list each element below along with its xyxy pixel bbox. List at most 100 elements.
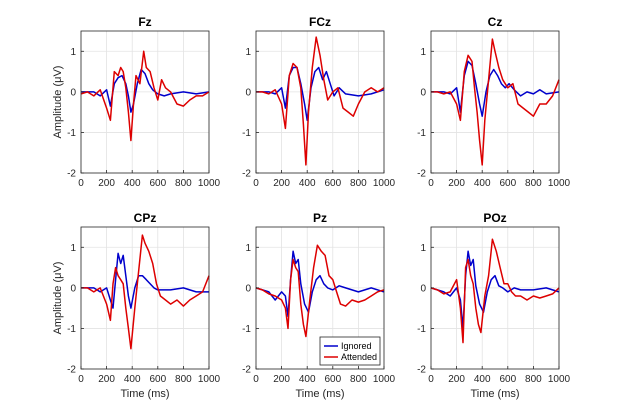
x-tick-label: 800	[350, 178, 367, 189]
series-line-ignored	[430, 250, 560, 330]
subplot-title: Fz	[138, 15, 151, 29]
y-tick-label: 1	[420, 243, 426, 254]
y-tick-label: -2	[67, 365, 76, 376]
x-tick-label: 200	[273, 374, 290, 385]
x-tick-label: 1000	[198, 178, 221, 189]
x-tick-label: 800	[350, 374, 367, 385]
y-tick-label: 1	[70, 243, 76, 254]
x-tick-label: 600	[324, 374, 341, 385]
legend-label: Ignored	[341, 341, 372, 351]
plot-area	[81, 227, 209, 369]
axes-box	[430, 226, 560, 370]
x-tick-label: 400	[474, 374, 491, 385]
y-tick-label: -1	[67, 324, 76, 335]
x-tick-label: 0	[253, 374, 259, 385]
series-line-attended	[255, 244, 385, 338]
axes-box	[80, 226, 210, 370]
x-tick-label: 600	[499, 178, 516, 189]
y-axis-label: Amplitude (μV)	[52, 66, 64, 139]
x-tick-label: 200	[448, 374, 465, 385]
subplot-title: POz	[483, 211, 506, 225]
subplot-title: CPz	[134, 211, 157, 225]
y-tick-label: -1	[417, 128, 426, 139]
x-tick-label: 0	[428, 374, 434, 385]
x-tick-label: 1000	[548, 374, 571, 385]
y-tick-label: -2	[67, 169, 76, 180]
axes-box	[255, 226, 385, 370]
subplot-pz: 0 200 400 600 800 1000 -2 -1 0 1 Pz Time (ms) Ignore…	[242, 211, 395, 400]
x-axis-label: Time (ms)	[120, 388, 169, 400]
subplot-title: Cz	[488, 15, 503, 29]
x-tick-label: 600	[499, 374, 516, 385]
legend-box	[319, 336, 381, 366]
y-tick-label: 0	[70, 283, 76, 294]
y-tick-label: -2	[417, 365, 426, 376]
x-axis-label: Time (ms)	[470, 388, 519, 400]
y-axis-label: Amplitude (μV)	[52, 262, 64, 335]
x-tick-label: 0	[78, 178, 84, 189]
y-tick-label: 0	[245, 87, 251, 98]
x-tick-label: 1000	[198, 374, 221, 385]
x-tick-label: 800	[175, 374, 192, 385]
x-tick-label: 600	[149, 178, 166, 189]
subplot-fcz: 0 200 400 600 800 1000 -2 -1 0 1 FCz	[242, 15, 395, 189]
x-tick-label: 800	[525, 178, 542, 189]
y-tick-label: 0	[245, 283, 251, 294]
subplot-cz: 0 200 400 600 800 1000 -2 -1 0 1 Cz	[417, 15, 570, 189]
y-tick-label: 0	[420, 87, 426, 98]
x-tick-label: 800	[175, 178, 192, 189]
series-line-ignored	[81, 68, 210, 113]
series-line-ignored	[255, 250, 385, 318]
subplot-title: FCz	[309, 15, 331, 29]
subplot-fz: 0 200 400 600 800 1000 -2 -1 0 1 Fz Amplitude (μV)	[52, 15, 221, 189]
plot-area	[431, 31, 559, 173]
x-tick-label: 0	[253, 178, 259, 189]
subplot-poz: 0 200 400 600 800 1000 -2 -1 0 1 POz Time (ms)	[417, 211, 570, 400]
subplot-cpz: 0 200 400 600 800 1000 -2 -1 0 1 CPz Time (ms) Ampli…	[52, 211, 221, 400]
x-axis-label: Time (ms)	[295, 388, 344, 400]
series-line-attended	[256, 36, 385, 166]
x-tick-label: 1000	[373, 178, 396, 189]
y-tick-label: -1	[242, 324, 251, 335]
x-tick-label: 1000	[548, 178, 571, 189]
axes-box	[80, 30, 210, 174]
series-line-attended	[431, 38, 560, 166]
series-line-attended	[80, 50, 210, 142]
y-tick-label: -1	[417, 324, 426, 335]
x-tick-label: 1000	[373, 374, 396, 385]
x-tick-label: 400	[124, 178, 141, 189]
plot-area	[81, 31, 209, 173]
y-tick-label: 0	[70, 87, 76, 98]
y-tick-label: 0	[420, 283, 426, 294]
x-tick-label: 200	[273, 178, 290, 189]
x-tick-label: 200	[98, 178, 115, 189]
series-line-attended	[430, 238, 560, 344]
legend-label: Attended	[341, 352, 377, 362]
y-tick-label: 1	[70, 47, 76, 58]
x-tick-label: 600	[149, 374, 166, 385]
x-tick-label: 600	[324, 178, 341, 189]
axes-box	[430, 30, 560, 174]
subplot-title: Pz	[313, 211, 327, 225]
y-tick-label: -1	[242, 128, 251, 139]
x-tick-label: 0	[78, 374, 84, 385]
y-tick-label: -2	[242, 365, 251, 376]
y-tick-label: -1	[67, 128, 76, 139]
x-tick-label: 200	[98, 374, 115, 385]
y-tick-label: 1	[245, 47, 251, 58]
x-tick-label: 200	[448, 178, 465, 189]
y-tick-label: 1	[245, 243, 251, 254]
series-line-ignored	[81, 252, 209, 309]
series-line-attended	[81, 234, 210, 350]
x-tick-label: 400	[299, 374, 316, 385]
y-tick-label: -2	[417, 169, 426, 180]
x-tick-label: 400	[299, 178, 316, 189]
x-tick-label: 800	[525, 374, 542, 385]
x-tick-label: 400	[474, 178, 491, 189]
y-tick-label: -2	[242, 169, 251, 180]
axes-box	[255, 30, 385, 174]
y-tick-label: 1	[420, 47, 426, 58]
x-tick-label: 0	[428, 178, 434, 189]
